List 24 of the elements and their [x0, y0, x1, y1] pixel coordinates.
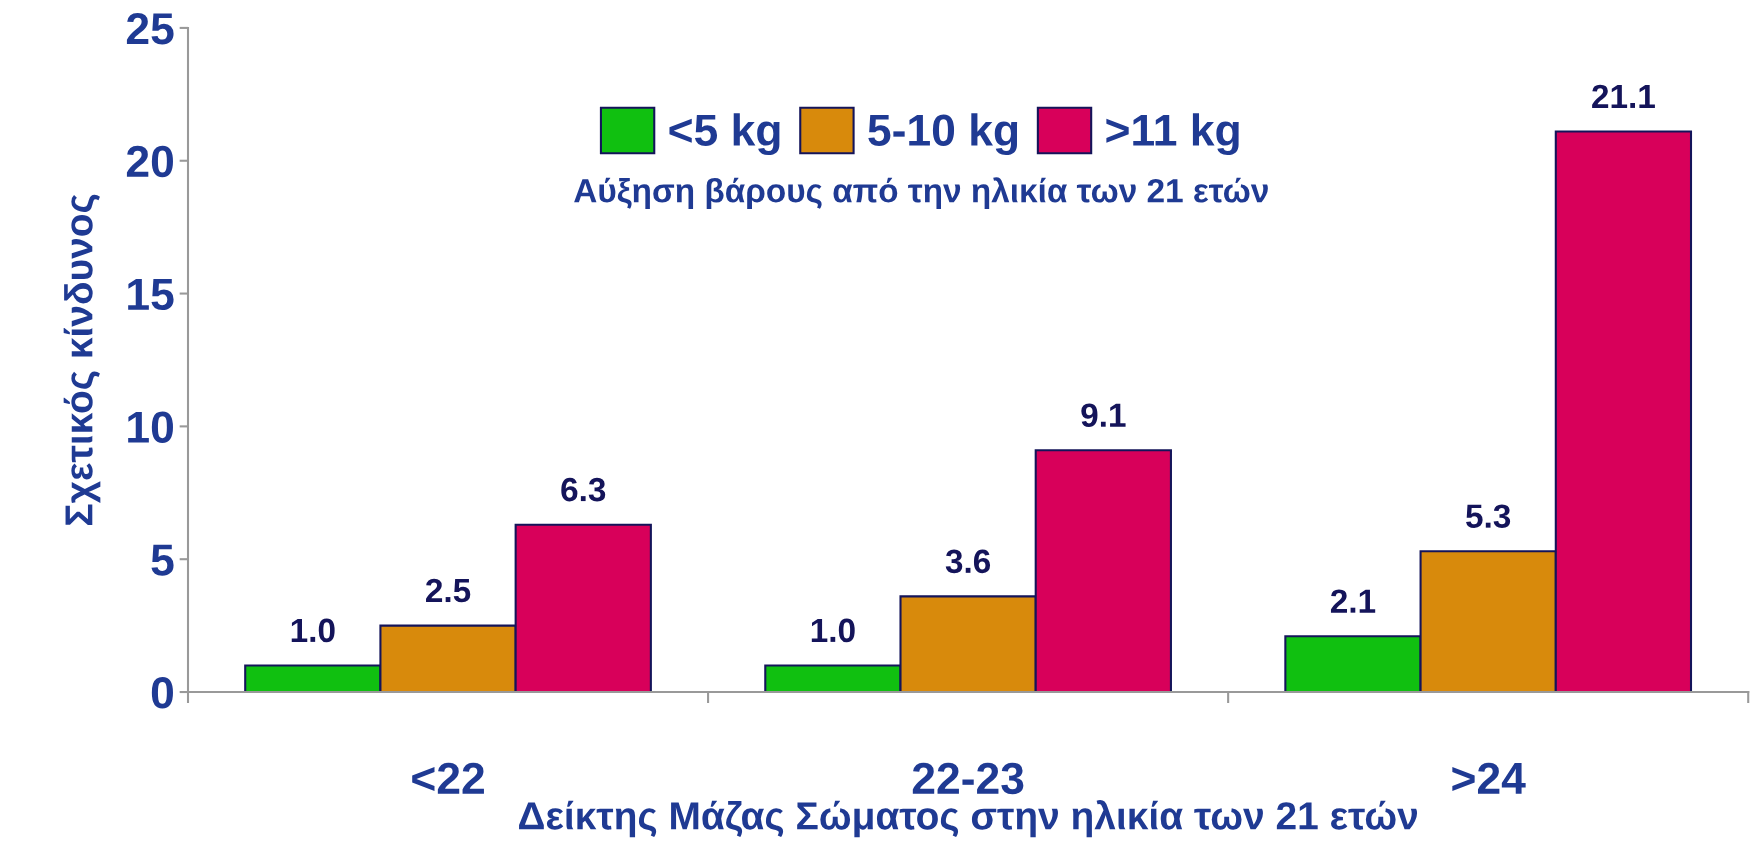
legend-label: >11 kg: [1106, 113, 1239, 155]
y-tick-label: 15: [128, 279, 174, 311]
y-axis-title: Σχετικός κίνδυνος: [63, 194, 101, 525]
legend-label: 5-10 kg: [868, 113, 1018, 155]
y-tick-label: 0: [151, 677, 173, 709]
y-tick-label: 10: [128, 411, 173, 443]
y-tick-label: 5: [151, 544, 174, 576]
x-tick-label: >24: [1452, 762, 1526, 794]
data-label: 6.3: [561, 477, 606, 502]
data-label: 21.1: [1592, 84, 1655, 108]
data-label: 2.5: [426, 578, 471, 603]
data-label: 9.1: [1081, 403, 1126, 428]
data-label: 1.0: [291, 618, 335, 643]
legend-label: <5 kg: [669, 113, 780, 155]
data-label: 5.3: [1466, 504, 1511, 529]
data-label: 1.0: [811, 618, 855, 643]
x-axis-title: Δείκτης Μάζας Σώματος στην ηλικία των 21 ετών: [519, 800, 1418, 838]
y-tick-label: 25: [126, 12, 174, 45]
x-tick-label: <22: [412, 762, 484, 794]
data-label: 2.1: [1330, 589, 1376, 613]
legend-title: Αύξηση βάρους από την ηλικία των 21 ετών: [574, 177, 1268, 210]
data-label: 3.6: [945, 549, 991, 574]
x-tick-label: 22-23: [912, 762, 1024, 795]
y-tick-label: 20: [126, 145, 173, 178]
